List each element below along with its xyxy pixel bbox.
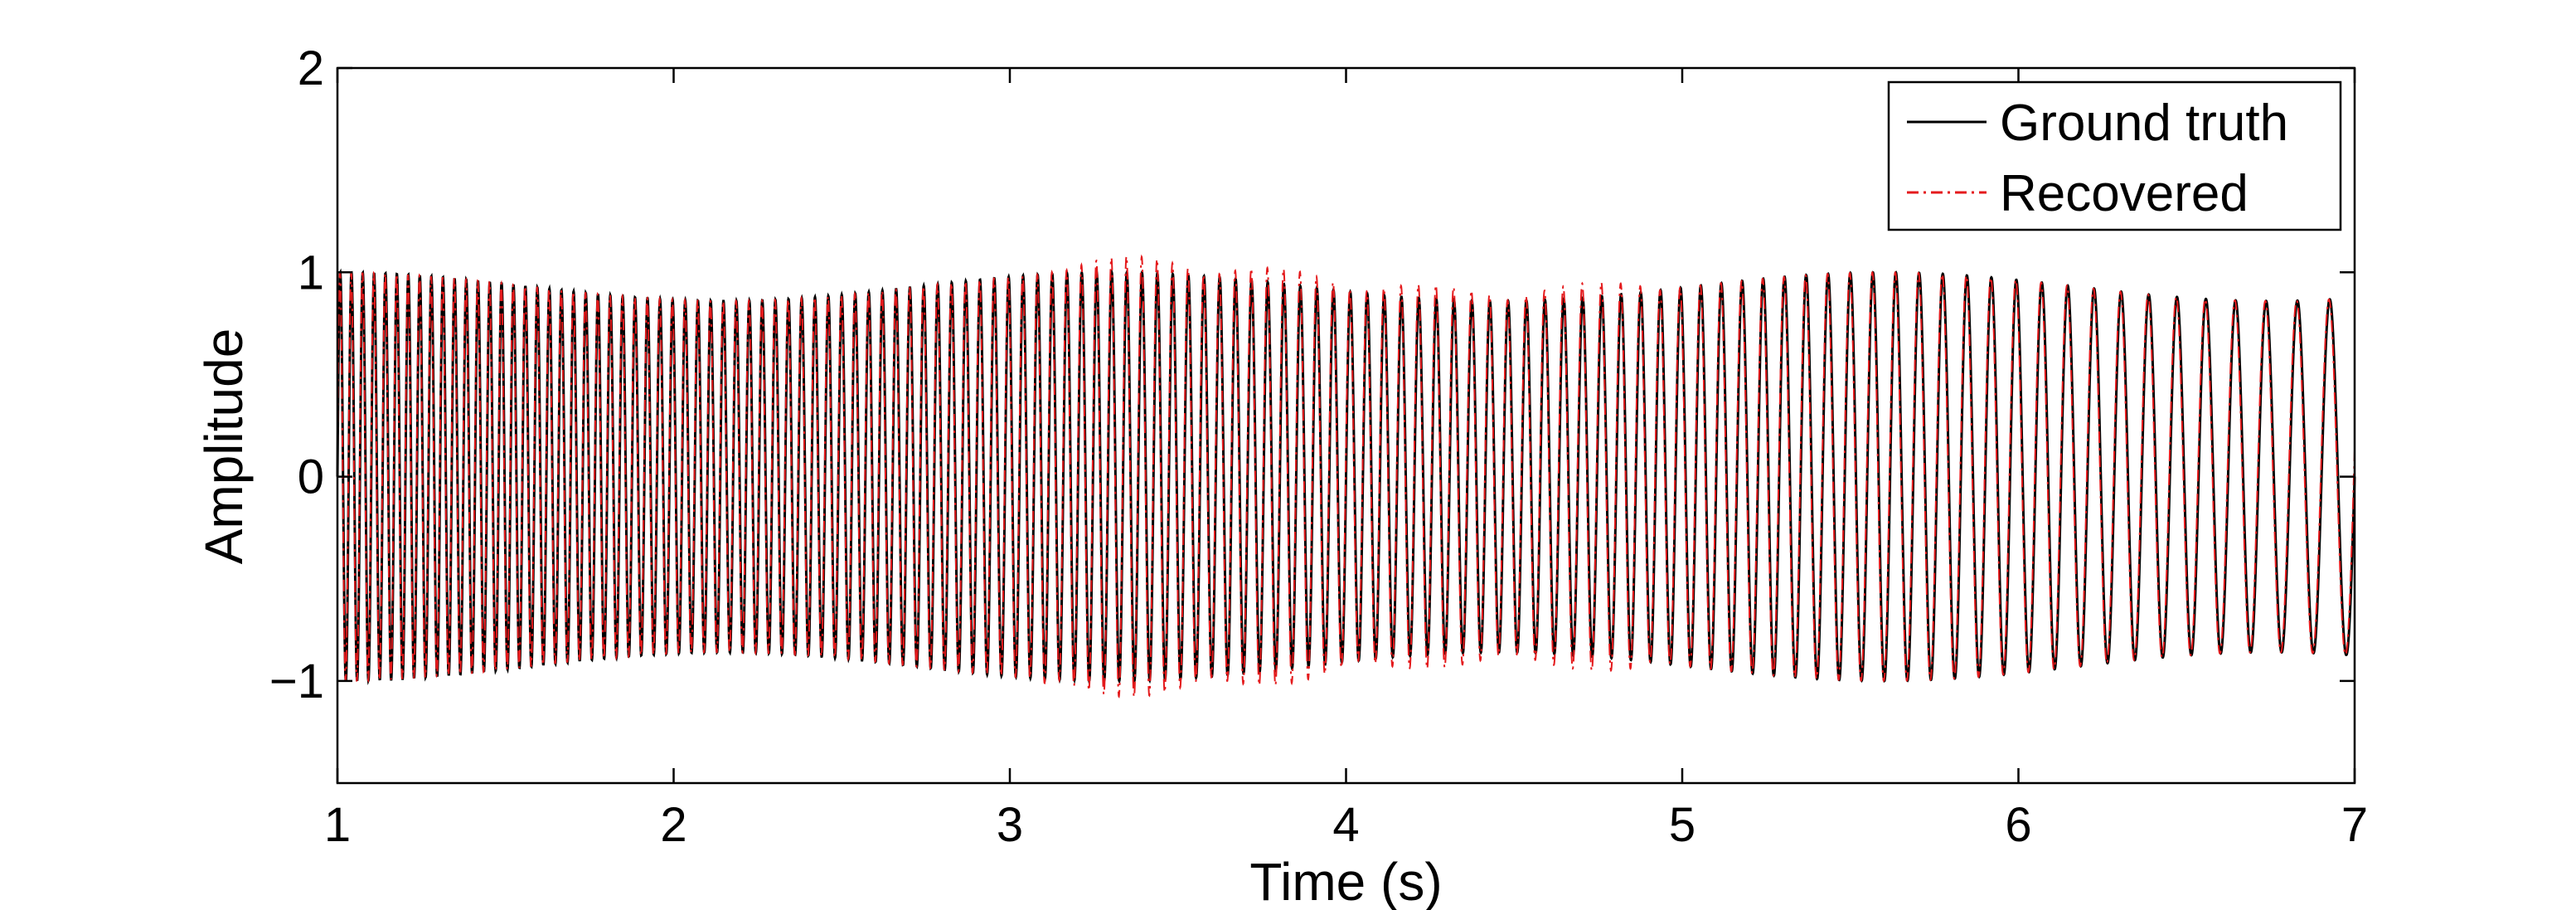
legend-entry-recovered: Recovered <box>2000 165 2249 222</box>
x-axis-label: Time (s) <box>1249 852 1442 910</box>
legend-box <box>1887 80 2342 231</box>
x-tick-label: 3 <box>997 798 1023 852</box>
x-tick-label: 5 <box>1669 798 1696 852</box>
x-tick-label: 6 <box>2005 798 2031 852</box>
legend: Ground truth Recovered <box>1887 80 2342 231</box>
legend-entry-ground-truth: Ground truth <box>2000 95 2288 152</box>
x-tick-label: 1 <box>324 798 351 852</box>
x-tick-label: 4 <box>1332 798 1359 852</box>
y-axis-label: Amplitude <box>194 328 254 565</box>
y-tick-label: 1 <box>298 246 324 299</box>
x-axis-ticks: 1 2 3 4 5 6 7 <box>324 68 2368 852</box>
y-tick-label: 2 <box>298 41 324 95</box>
y-tick-label: 0 <box>298 450 324 504</box>
y-tick-label: −1 <box>269 655 324 708</box>
x-tick-label: 2 <box>660 798 686 852</box>
y-axis-ticks: −1 0 1 2 <box>269 41 2355 708</box>
series-layer <box>336 254 2356 700</box>
x-tick-label: 7 <box>2341 798 2368 852</box>
series-line-recovered <box>337 254 2355 700</box>
